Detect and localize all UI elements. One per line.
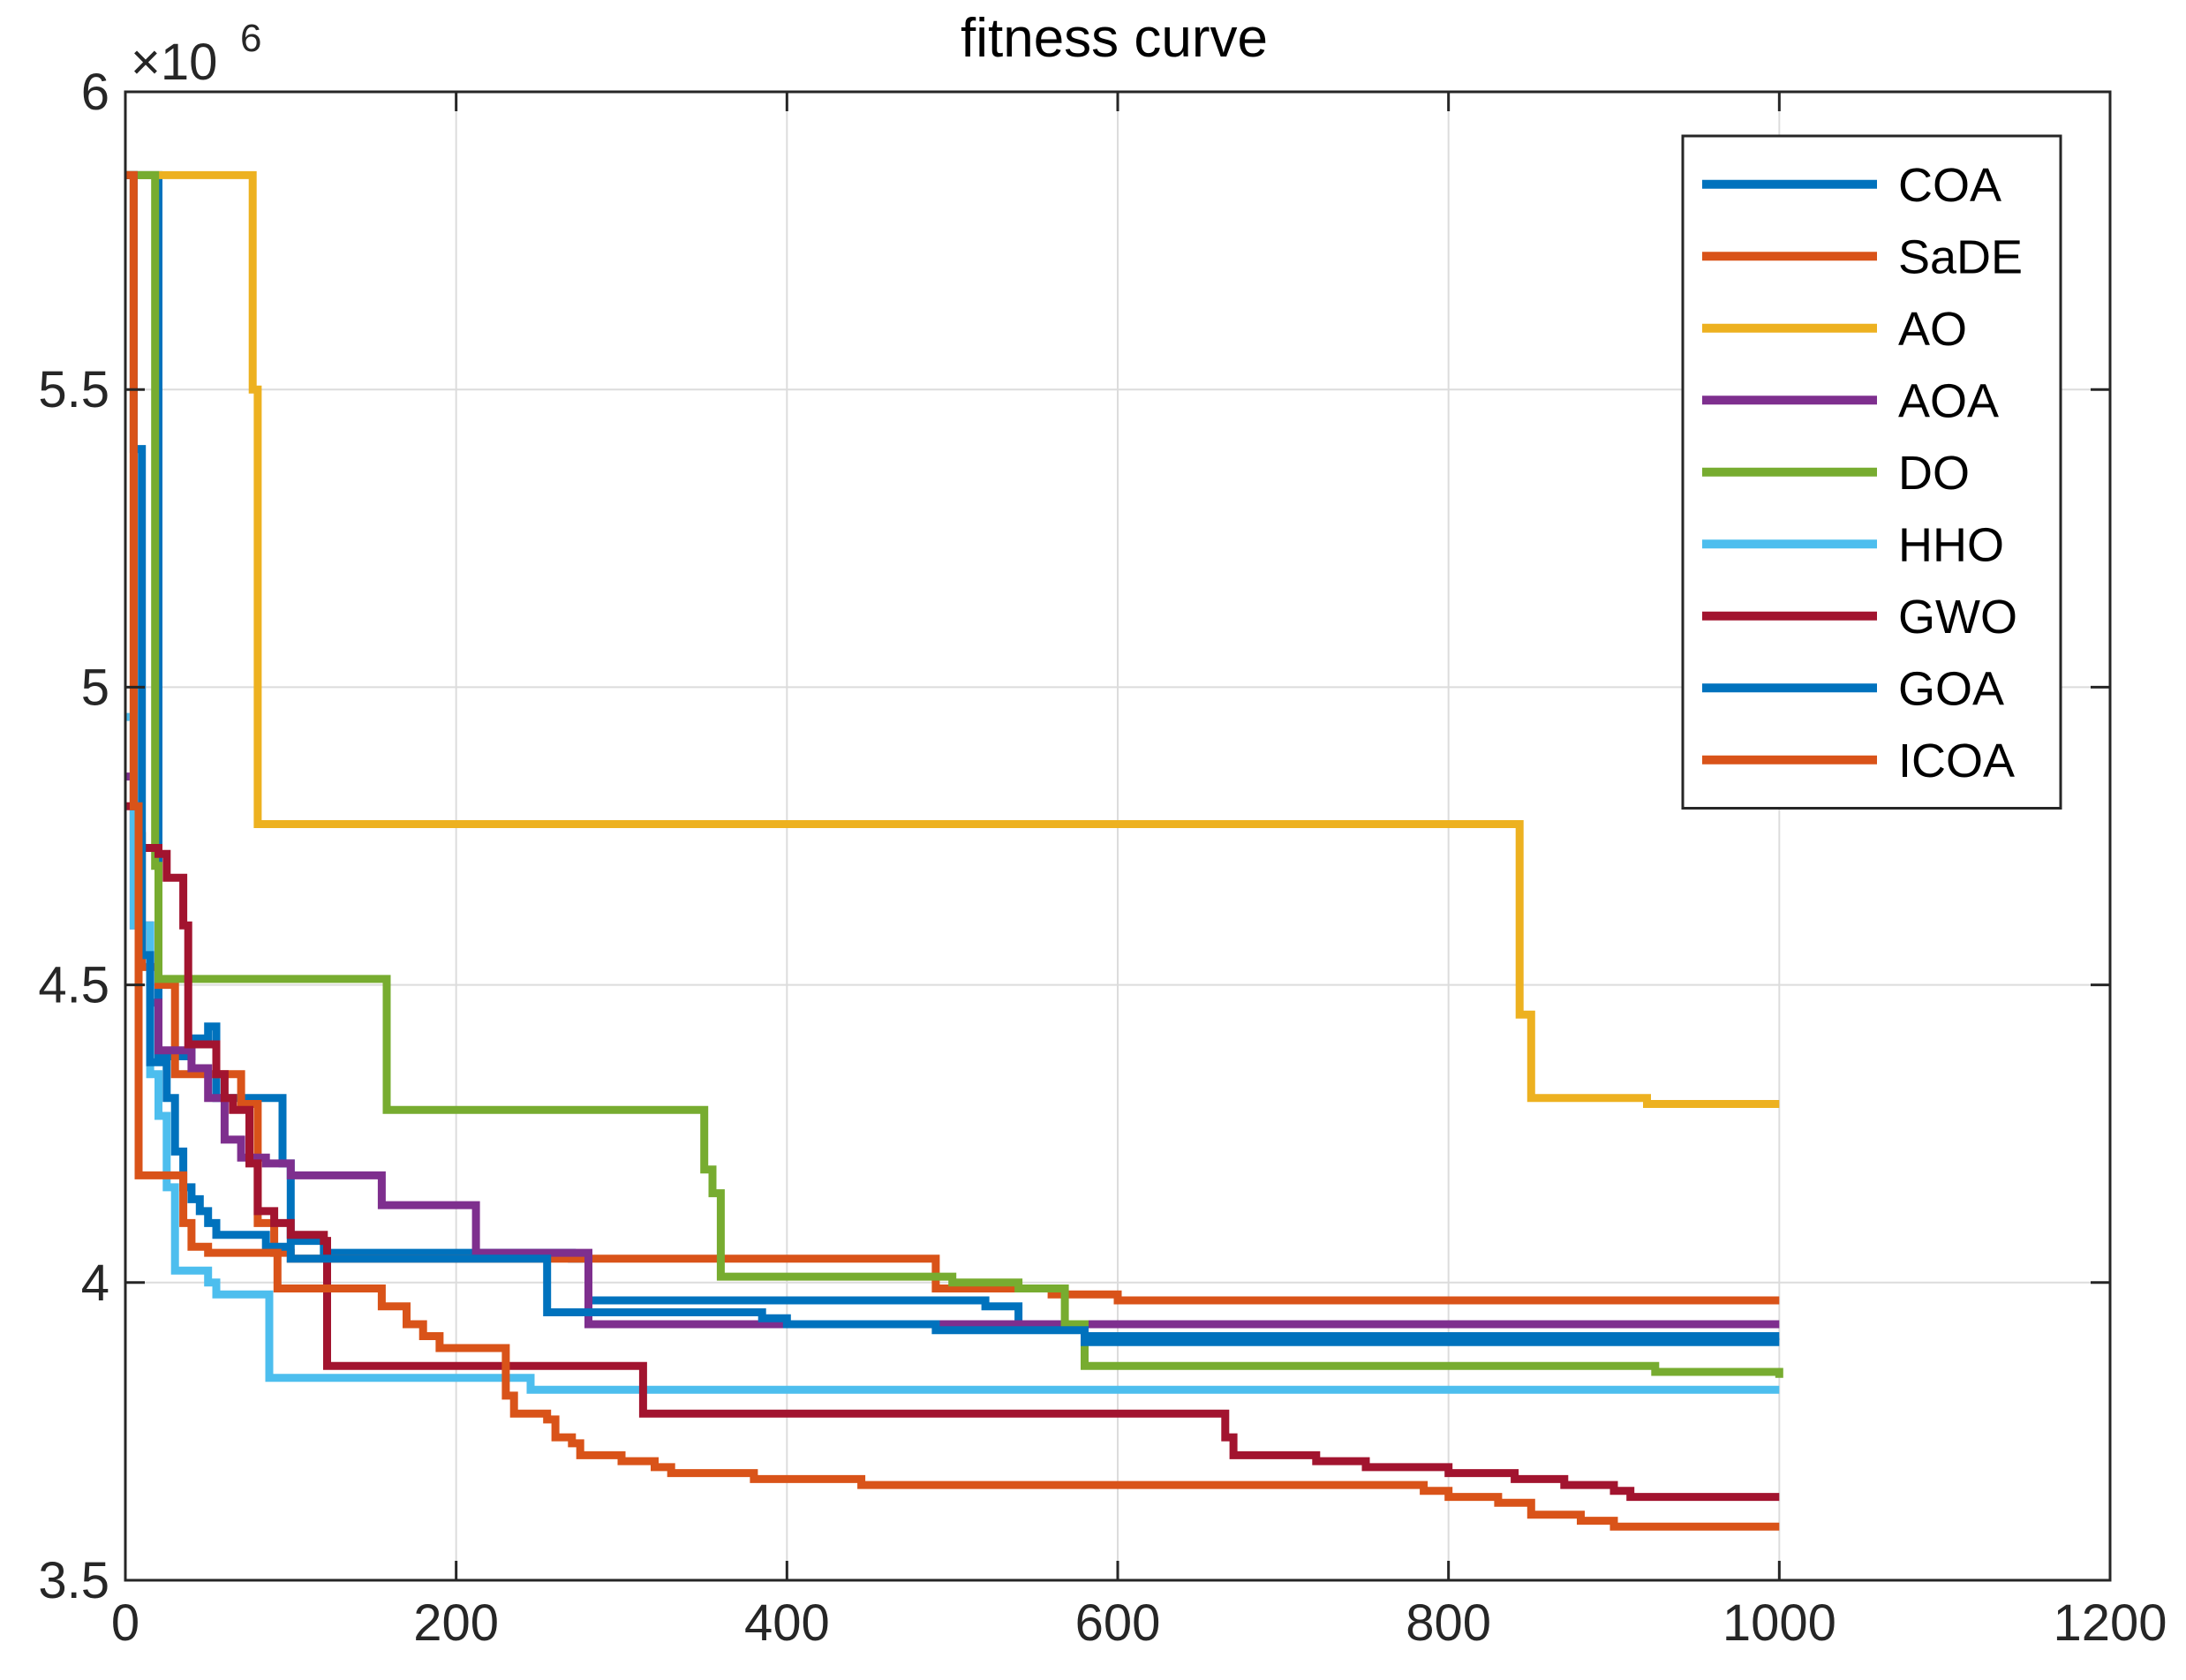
legend-label-sade: SaDE [1898, 230, 2023, 283]
y-tick-label-4: 5.5 [38, 361, 109, 418]
legend: COA SaDE AO AOA DO HHO GWO GOA ICOA [1681, 134, 2062, 810]
y-axis-multiplier: ×10 6 [131, 17, 261, 91]
series-line-aoa [125, 772, 1780, 1329]
chart-title: fitness curve [961, 8, 1268, 69]
series-line-gwo [125, 802, 1780, 1502]
y-tick-label-5: 6 [81, 64, 109, 121]
series-line-ao [125, 170, 1780, 1108]
legend-label-aoa: AOA [1898, 374, 1999, 427]
series-line-goa [125, 170, 1780, 1346]
y-tick-label-3: 5 [81, 659, 109, 716]
series-line-icoa [125, 170, 1780, 1531]
legend-label-goa: GOA [1898, 662, 2004, 715]
legend-label-hho: HHO [1898, 518, 2004, 571]
x-tick-label-3: 600 [1075, 1594, 1161, 1652]
y-tick-label-1: 4 [81, 1254, 109, 1312]
x-tick-label-1: 200 [413, 1594, 499, 1652]
ticks: 0 200 400 600 800 1000 1200 3.5 4 4.5 5 5.5 6 [38, 64, 2167, 1652]
legend-label-coa: COA [1898, 159, 2001, 212]
legend-label-gwo: GWO [1898, 591, 2017, 644]
y-tick-label-2: 4.5 [38, 957, 109, 1014]
x-tick-label-0: 0 [111, 1594, 139, 1652]
legend-label-icoa: ICOA [1898, 735, 2015, 787]
x-tick-label-5: 1000 [1722, 1594, 1836, 1652]
y-axis-multiplier-exponent: 6 [240, 17, 261, 60]
y-tick-label-0: 3.5 [38, 1552, 109, 1609]
y-axis-multiplier-base: ×10 [131, 34, 217, 91]
x-tick-label-2: 400 [744, 1594, 830, 1652]
series-line-do [125, 170, 1783, 1378]
x-tick-label-6: 1200 [2053, 1594, 2167, 1652]
legend-label-do: DO [1898, 447, 1970, 500]
legend-label-ao: AO [1898, 303, 1967, 356]
x-tick-label-4: 800 [1406, 1594, 1491, 1652]
series-group [125, 170, 1783, 1531]
